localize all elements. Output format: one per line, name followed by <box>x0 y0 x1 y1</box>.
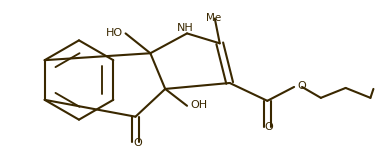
Text: O: O <box>264 122 273 132</box>
Text: HO: HO <box>106 28 123 38</box>
Text: NH: NH <box>177 24 194 33</box>
Text: Me: Me <box>206 13 221 23</box>
Text: OH: OH <box>190 100 207 110</box>
Text: O: O <box>297 81 306 91</box>
Text: O: O <box>133 138 142 148</box>
